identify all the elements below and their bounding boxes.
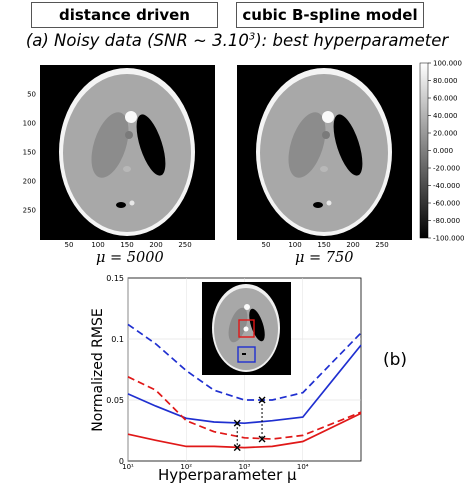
xtick-right-200: 200	[346, 241, 359, 249]
xtick-left-150: 150	[120, 241, 133, 249]
colorbar-tick-label: 20.000	[433, 130, 458, 138]
caption-right: μ = 750	[295, 250, 354, 266]
colorbar-tick-label: 60.000	[433, 95, 458, 103]
ytick-left-200: 200	[23, 178, 36, 186]
ytick-left-150: 150	[23, 149, 36, 157]
xtick-right-100: 100	[288, 241, 301, 249]
subtitle-suffix: ): best hyperparameter	[255, 31, 449, 50]
subtitle-exponent: 3	[248, 31, 256, 43]
ytick-left-250: 250	[23, 207, 36, 215]
xtick-left-250: 250	[178, 241, 191, 249]
ytick-left-100: 100	[23, 120, 36, 128]
colorbar-tick-label: -80.000	[433, 217, 460, 225]
xtick-right-250: 250	[375, 241, 388, 249]
series-red-dashed	[127, 376, 362, 440]
marker-cross-0-1	[233, 444, 241, 452]
xtick-label: 10³	[239, 463, 251, 471]
inset-red-roi	[238, 319, 255, 338]
xtick-left-100: 100	[91, 241, 104, 249]
xtick-label: 10¹	[122, 463, 134, 471]
xtick-left-50: 50	[65, 241, 74, 249]
x-axis-label: Hyperparameter μ	[158, 466, 297, 484]
inset-blue-roi	[237, 346, 256, 363]
colorbar-tick-label: -40.000	[433, 182, 460, 190]
panel-b-label: (b)	[383, 350, 408, 370]
xtick-label: 10⁴	[297, 463, 309, 471]
header-left: distance driven	[31, 2, 218, 28]
colorbar-tick-label: 40.000	[433, 112, 458, 120]
series-red-solid	[127, 412, 362, 449]
marker-cross-0-0	[233, 419, 241, 427]
xtick-label: 10²	[180, 463, 192, 471]
colorbar-tick-label: -60.000	[433, 200, 460, 208]
colorbar-tick-label: 80.000	[433, 77, 458, 85]
y-axis-label: Normalized RMSE	[90, 308, 106, 431]
colorbar-tick-label: -100.000	[433, 235, 464, 243]
colorbar-tick-label: 100.000	[433, 60, 462, 68]
series-blue-solid	[127, 344, 362, 425]
figure-subtitle: (a) Noisy data (SNR ~ 3.103): best hyper…	[0, 31, 474, 50]
xtick-left-200: 200	[149, 241, 162, 249]
caption-left: μ = 5000	[96, 250, 164, 266]
colorbar-tick-label: -20.000	[433, 165, 460, 173]
inset-phantom	[202, 282, 291, 375]
xtick-right-150: 150	[317, 241, 330, 249]
ytick-label: 0.15	[106, 274, 124, 283]
marker-cross-1-1	[258, 435, 266, 443]
xtick-right-50: 50	[262, 241, 271, 249]
x-axis-label-text: Hyperparameter μ	[158, 466, 297, 484]
ytick-left-50: 50	[27, 91, 36, 99]
colorbar-tick-label: 0.000	[433, 147, 453, 155]
ytick-label: 0.1	[111, 335, 124, 344]
header-right: cubic B-spline model	[236, 2, 424, 28]
series-blue-dashed	[127, 323, 362, 401]
marker-cross-1-0	[258, 396, 266, 404]
subtitle-prefix: (a) Noisy data (SNR ~ 3.10	[25, 31, 249, 50]
ytick-label: 0	[119, 457, 124, 466]
ytick-label: 0.05	[106, 396, 124, 405]
